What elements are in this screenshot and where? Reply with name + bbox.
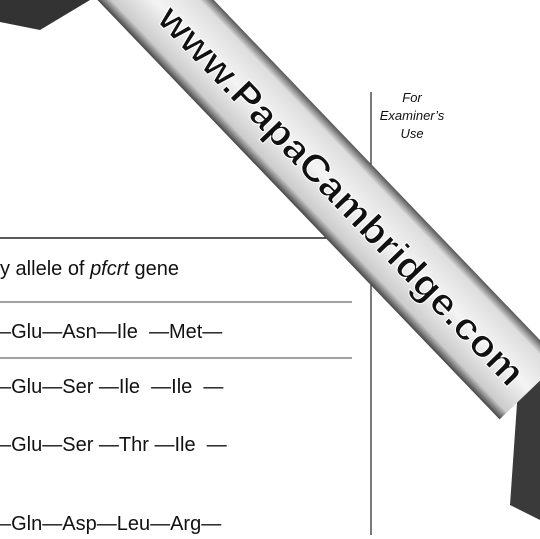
- header-text: gene: [129, 258, 179, 280]
- ribbon-band: [0, 0, 540, 420]
- examiner-text: Examiner’s: [380, 108, 445, 123]
- examiner-text: For: [402, 90, 422, 105]
- examiner-text: Use: [400, 126, 423, 141]
- header-text: y allele of: [0, 258, 90, 280]
- table-header: y allele of pfcrt gene: [0, 258, 179, 280]
- ribbon: www.PapaCambridge.com: [0, 0, 540, 420]
- header-gene: pfcrt: [89, 258, 130, 280]
- table-row: –Glu—Ser —Thr —Ile —: [0, 434, 227, 456]
- table-row: –Gln—Asp—Leu—Arg—: [0, 513, 221, 535]
- table-row: –Glu—Asn—Ile —Met—: [0, 321, 222, 343]
- table-row: –Glu—Ser —Ile —Ile —: [0, 376, 223, 398]
- ribbon-fold: [0, 0, 90, 30]
